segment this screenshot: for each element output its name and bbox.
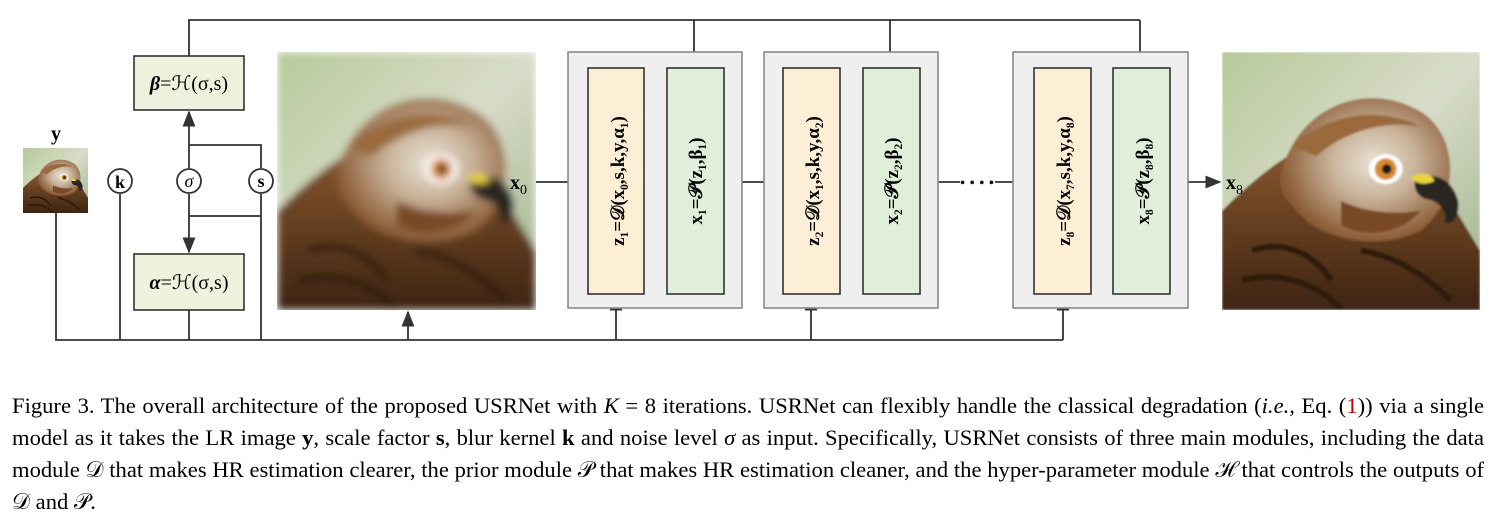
stage-2-x-text: x₂=𝒫(z₂,β₂) <box>882 138 903 225</box>
x0-upsampled-image: x0 <box>278 52 536 310</box>
svg-text:k: k <box>115 172 125 192</box>
stage-8-z-text: z₈=𝒟(x₇,s,k,y,α₈) <box>1054 116 1075 246</box>
stage-8-x-text: x₈=𝒫(z₈,β₈) <box>1133 138 1154 225</box>
stage-8: z₈=𝒟(x₇,s,k,y,α₈) x₈=𝒫(z₈,β₈) <box>1012 51 1189 309</box>
stage-2: z₂=𝒟(x₁,s,k,y,α₂) x₂=𝒫(z₂,β₂) <box>763 51 939 309</box>
svg-text:s: s <box>257 171 264 191</box>
equation-reference-link[interactable]: 1 <box>1346 393 1358 418</box>
svg-text:x0: x0 <box>510 172 527 198</box>
stage-1-x-text: x₁=𝒫(z₁,β₁) <box>686 138 707 225</box>
figure-caption: Figure 3. The overall architecture of th… <box>12 393 1485 514</box>
architecture-diagram: y k σ s β=ℋ(σ,s) α=ℋ(σ,s) x0 <box>0 19 1494 341</box>
data-module-1 <box>587 67 645 295</box>
prior-module-8 <box>1112 67 1171 295</box>
x8-output-image: x8 <box>1222 52 1480 310</box>
prior-module-1 <box>666 67 725 295</box>
svg-text:x8: x8 <box>1226 172 1243 198</box>
ellipsis-dots: • • • • <box>960 175 994 192</box>
stage-2-z-text: z₂=𝒟(x₁,s,k,y,α₂) <box>803 116 824 246</box>
svg-text:α=ℋ(σ,s): α=ℋ(σ,s) <box>149 272 228 294</box>
prior-module-2 <box>862 67 921 295</box>
data-module-8 <box>1033 67 1092 295</box>
alpha-hyperparam-box: α=ℋ(σ,s) <box>133 253 245 311</box>
svg-text:σ: σ <box>185 171 195 191</box>
beta-hyperparam-box: β=ℋ(σ,s) <box>133 55 245 111</box>
input-lr-image: y <box>23 123 88 213</box>
stage-1-z-text: z₁=𝒟(x₀,s,k,y,α₁) <box>608 116 629 246</box>
circle-s: s <box>248 168 274 194</box>
input-label: y <box>51 123 61 145</box>
circle-sigma: σ <box>176 168 202 194</box>
stage-1: z₁=𝒟(x₀,s,k,y,α₁) x₁=𝒫(z₁,β₁) <box>567 51 743 309</box>
circle-k: k <box>107 168 133 194</box>
svg-text:β=ℋ(σ,s): β=ℋ(σ,s) <box>149 73 228 95</box>
data-module-2 <box>782 67 841 295</box>
